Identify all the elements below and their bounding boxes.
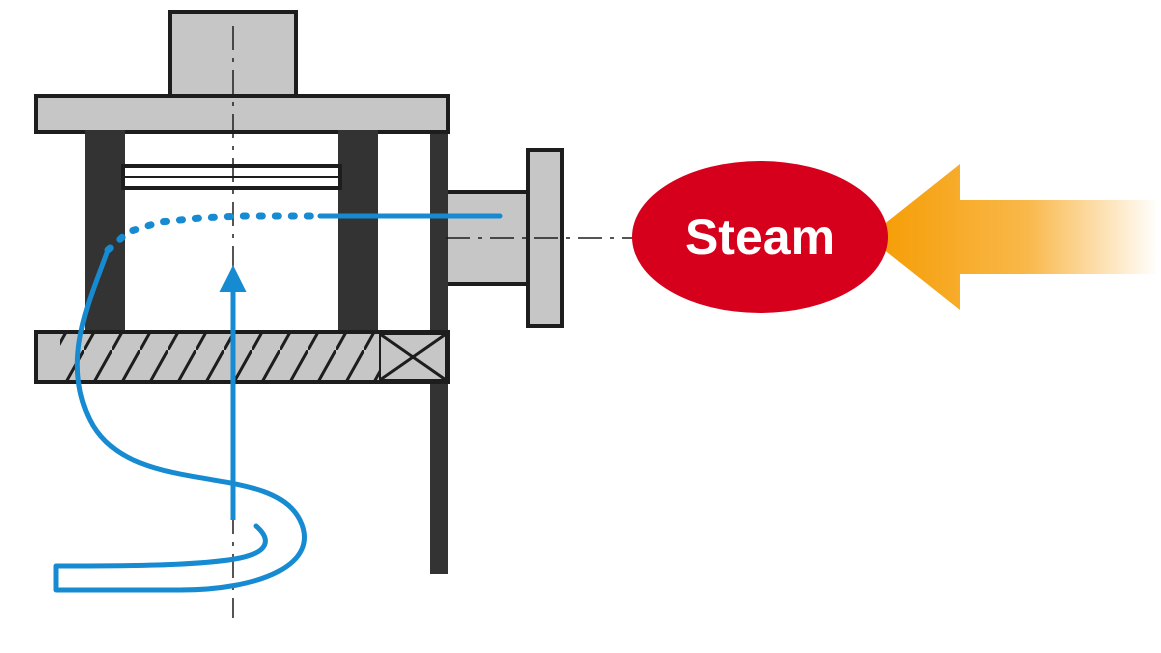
hatch-area — [60, 334, 380, 380]
right-post — [340, 132, 376, 332]
flow-dotted — [108, 216, 320, 250]
steam-label: Steam — [632, 161, 888, 313]
top-bar — [36, 96, 448, 132]
steam-text: Steam — [685, 209, 835, 265]
flow-up-arrowhead — [220, 265, 247, 292]
left-post — [87, 132, 123, 332]
machine-cross-section — [36, 12, 562, 572]
steam-inlet-arrow — [868, 164, 1158, 310]
steam-diagram: Steam — [0, 0, 1161, 653]
